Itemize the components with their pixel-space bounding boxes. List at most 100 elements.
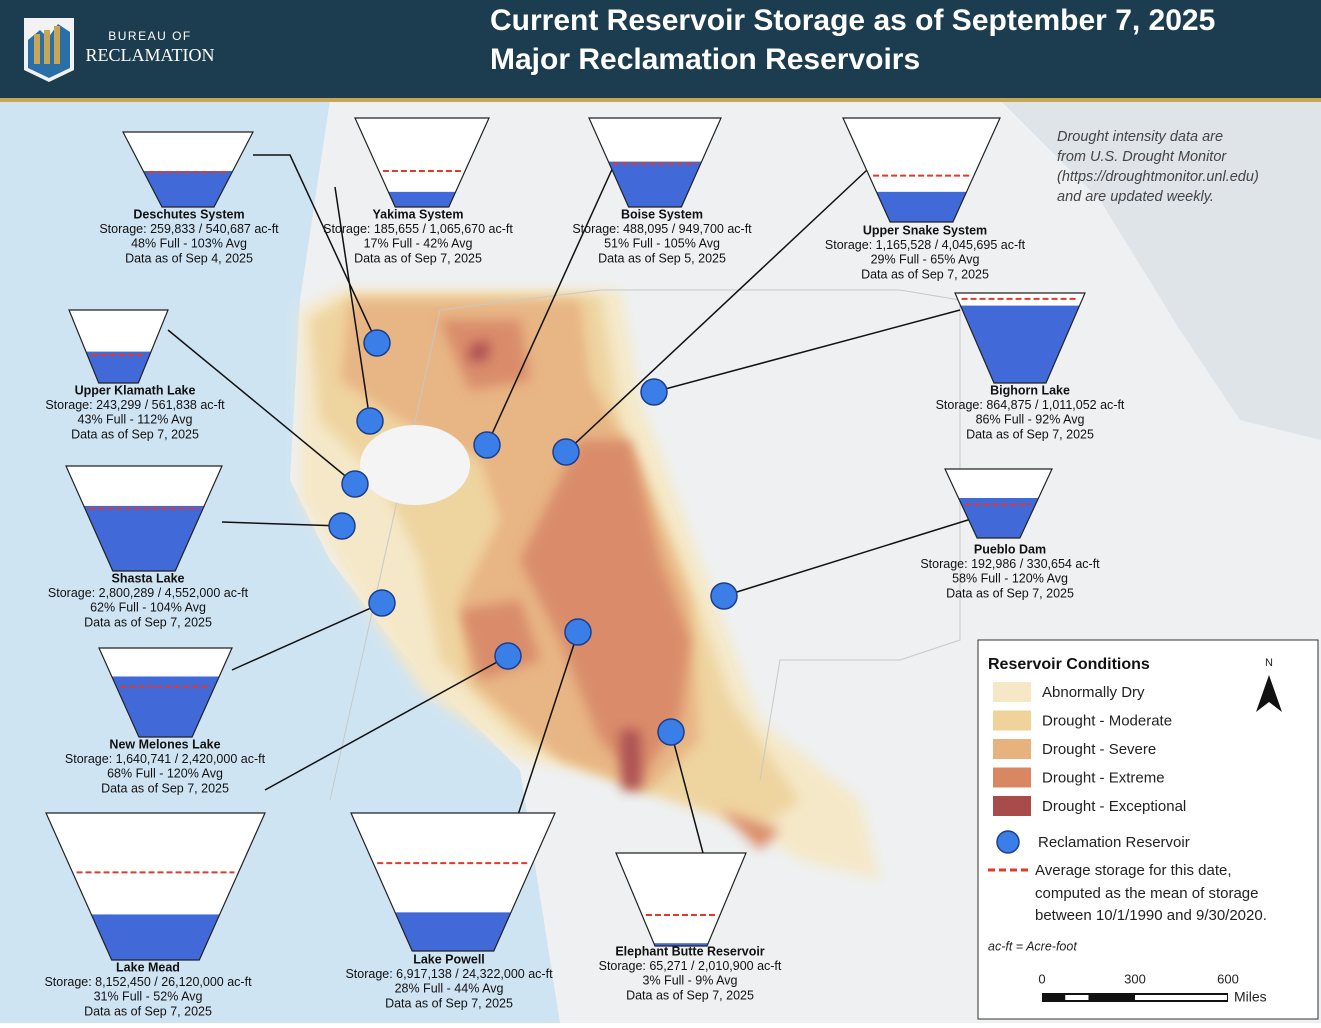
agency-bottom: RECLAMATION	[86, 45, 215, 65]
legend-label: Drought - Exceptional	[1042, 798, 1186, 815]
cup-outline	[68, 309, 169, 384]
reservoir-storage: Storage: 185,655 / 1,065,670 ac-ft	[323, 222, 513, 236]
reservoir-date: Data as of Sep 7, 2025	[71, 427, 199, 441]
scale-unit: Miles	[1234, 989, 1267, 1005]
legend-swatch	[993, 767, 1031, 788]
reservoir-name: Bighorn Lake	[990, 383, 1070, 397]
reservoir-full-avg-label: 43% Full - 112% Avg	[78, 413, 193, 427]
cup-outline	[98, 647, 233, 738]
reservoir-date: Data as of Sep 7, 2025	[626, 988, 754, 1002]
reservoir-full-avg-label: 58% Full - 120% Avg	[952, 572, 1068, 586]
north-label: N	[1265, 657, 1273, 669]
cup-outline	[944, 468, 1053, 539]
reservoir-full-avg-label: 17% Full - 42% Avg	[364, 237, 473, 251]
scale-bar-segment	[1065, 995, 1089, 1000]
reservoir-marker	[657, 718, 685, 746]
reservoir-full-avg-label: 3% Full - 9% Avg	[643, 974, 738, 988]
reservoir-marker	[494, 642, 522, 670]
reservoir-storage: Storage: 6,917,138 / 24,322,000 ac-ft	[345, 967, 553, 981]
reservoir-marker	[363, 329, 391, 357]
reservoir-name: Upper Snake System	[863, 223, 987, 237]
reservoir-storage: Storage: 65,271 / 2,010,900 ac-ft	[599, 959, 782, 973]
connector-line	[565, 169, 868, 453]
reservoir-storage: Storage: 8,152,450 / 26,120,000 ac-ft	[44, 975, 252, 989]
legend-reservoir-symbol	[996, 830, 1020, 854]
reservoir-date: Data as of Sep 7, 2025	[354, 251, 482, 265]
legend-label: Abnormally Dry	[1042, 684, 1145, 701]
reservoir-full-avg-label: 31% Full - 52% Avg	[94, 990, 203, 1004]
cup-outline	[588, 117, 722, 208]
note: Drought intensity data are from U.S. Dro…	[1057, 129, 1259, 205]
reservoir-storage: Storage: 2,800,289 / 4,552,000 ac-ft	[48, 586, 249, 600]
reservoir-date: Data as of Sep 7, 2025	[966, 427, 1094, 441]
connector-line	[253, 154, 378, 344]
legend-label: between 10/1/1990 and 9/30/2020.	[1035, 907, 1267, 924]
storage-fill	[616, 943, 746, 946]
reservoir-name: Yakima System	[372, 207, 463, 221]
reservoir-name: Pueblo Dam	[974, 542, 1046, 556]
connector-line	[653, 309, 961, 393]
logo-bar	[54, 26, 60, 64]
legend-label: computed as the mean of storage	[1035, 885, 1258, 902]
reservoir-date: Data as of Sep 7, 2025	[101, 781, 229, 795]
reservoir-full-avg-label: 86% Full - 92% Avg	[976, 413, 1085, 427]
north-arrow	[1256, 675, 1282, 712]
cup-outline	[615, 852, 747, 947]
connector-line	[221, 521, 343, 527]
cup-outline	[354, 117, 490, 208]
reservoir-storage: Storage: 1,640,741 / 2,420,000 ac-ft	[65, 752, 266, 766]
reservoir-date: Data as of Sep 7, 2025	[946, 586, 1074, 600]
scale-tick-label: 600	[1217, 971, 1239, 986]
cup-outline	[954, 292, 1086, 384]
legend-label: Drought - Moderate	[1042, 712, 1172, 729]
reservoir-full-avg-label: 51% Full - 105% Avg	[604, 237, 720, 251]
agency-top: BUREAU OF	[108, 29, 192, 43]
legend-label: Reclamation Reservoir	[1038, 834, 1190, 851]
reservoir-name: Upper Klamath Lake	[75, 383, 196, 397]
reservoir-name: Elephant Butte Reservoir	[615, 944, 764, 958]
note-line: and are updated weekly.	[1057, 189, 1214, 205]
connector-line	[670, 731, 704, 854]
reservoir-marker	[640, 378, 668, 406]
connector-line	[231, 602, 383, 671]
cup-outline	[65, 465, 223, 572]
drought-extreme	[440, 320, 780, 850]
reservoir-date: Data as of Sep 4, 2025	[125, 251, 253, 265]
reservoir-storage: Storage: 488,095 / 949,700 ac-ft	[572, 222, 752, 236]
note-line: Drought intensity data are	[1057, 129, 1223, 145]
logo-bar	[34, 34, 40, 64]
note-line: from U.S. Drought Monitor	[1057, 149, 1227, 165]
reservoir-date: Data as of Sep 7, 2025	[84, 615, 212, 629]
reservoir-marker	[710, 582, 738, 610]
reservoir-name: Shasta Lake	[112, 571, 185, 585]
cup-outline	[122, 131, 254, 208]
cup-outline	[45, 812, 266, 961]
drought-exceptional	[468, 340, 642, 790]
cup-outline	[350, 812, 556, 952]
reservoir-marker	[328, 512, 356, 540]
legend-label: Average storage for this date,	[1035, 862, 1232, 879]
connector-line	[334, 186, 371, 422]
reservoir-date: Data as of Sep 7, 2025	[861, 267, 989, 281]
reservoir-full-avg-label: 29% Full - 65% Avg	[871, 253, 980, 267]
reservoir-storage: Storage: 864,875 / 1,011,052 ac-ft	[936, 398, 1125, 412]
scale-bar-segment	[1135, 995, 1227, 1000]
connector-line	[517, 631, 579, 816]
reservoir-marker	[473, 431, 501, 459]
connector-line	[723, 509, 1001, 597]
reservoir-marker	[368, 589, 396, 617]
legend-swatch	[993, 682, 1031, 702]
legend-swatch	[993, 739, 1031, 759]
reservoir-marker	[341, 470, 369, 498]
connector-line	[264, 655, 509, 791]
cup-background	[616, 853, 746, 946]
reservoir-full-avg-label: 28% Full - 44% Avg	[395, 982, 504, 996]
reservoir-marker	[564, 618, 592, 646]
reservoir-name: Lake Mead	[116, 960, 180, 974]
reservoir-storage: Storage: 243,299 / 561,838 ac-ft	[45, 398, 225, 412]
reservoir-name: Deschutes System	[133, 207, 244, 221]
reservoir-storage: Storage: 1,165,528 / 4,045,695 ac-ft	[825, 238, 1026, 252]
legend-swatch	[993, 710, 1031, 731]
reservoir-full-avg-label: 62% Full - 104% Avg	[90, 601, 206, 615]
